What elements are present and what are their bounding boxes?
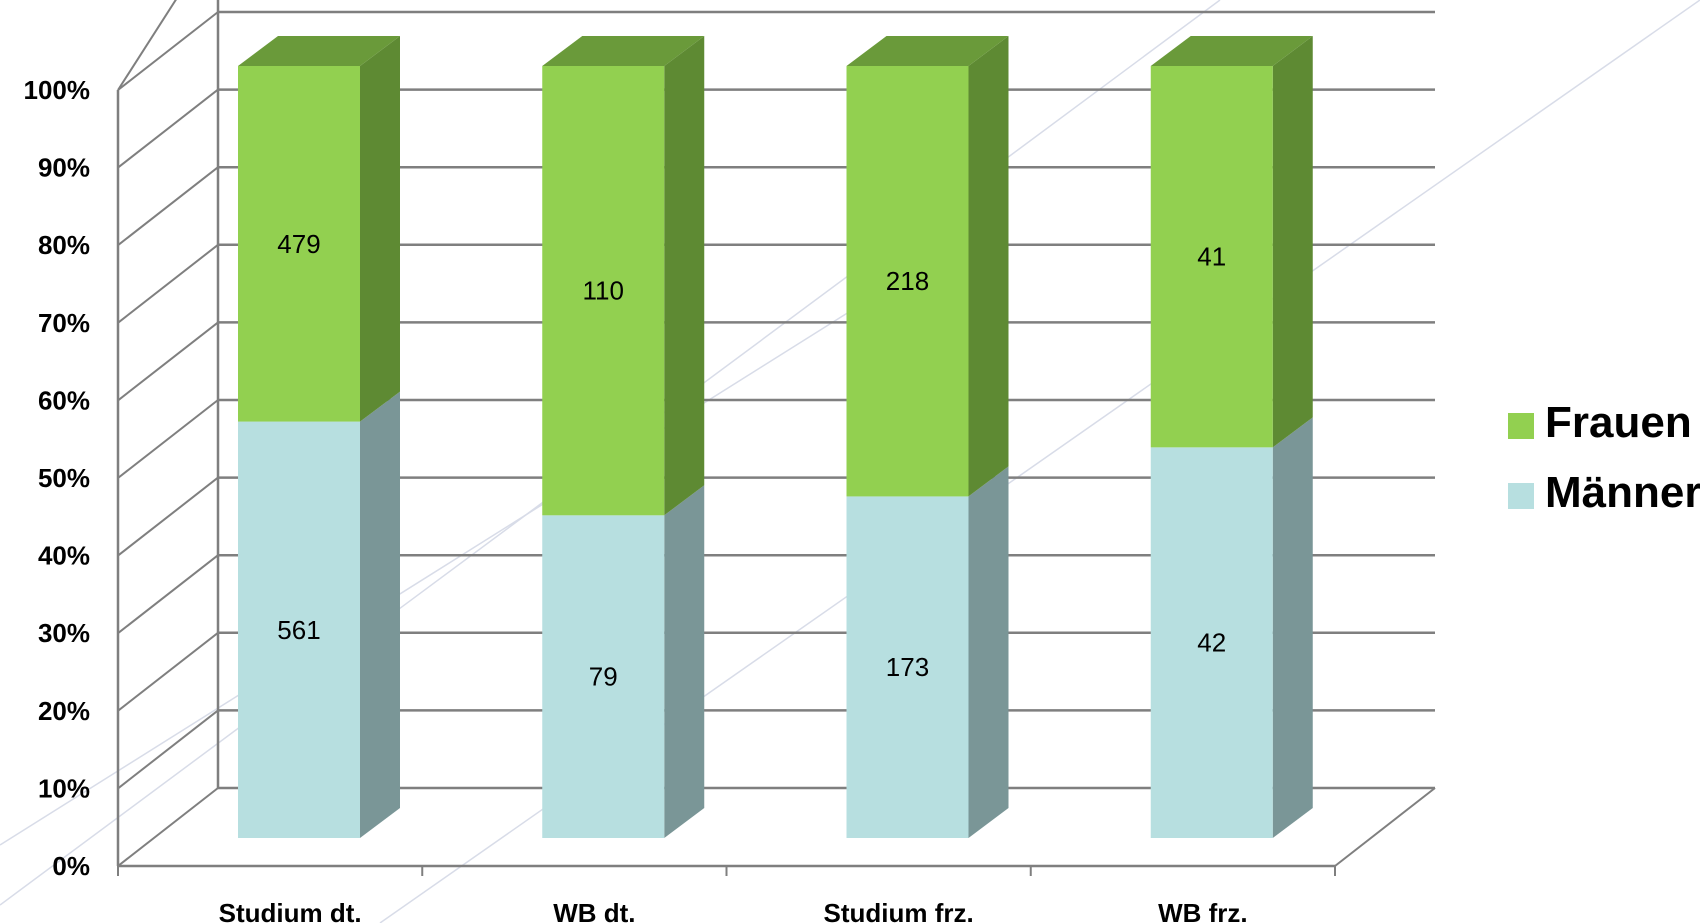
y-tick-label: 80%: [38, 230, 90, 260]
gridline-side: [117, 399, 219, 479]
bar-frauen-studium-dt: [238, 66, 360, 422]
y-tick-label: 10%: [38, 773, 90, 803]
gridline-side: [117, 11, 219, 91]
category-label-studium-frz: Studium frz.: [824, 898, 974, 923]
y-tick-label: 60%: [38, 385, 90, 415]
legend-label-m-nner: Männer: [1545, 468, 1700, 517]
bar-side-frauen-wb-dt: [664, 36, 705, 516]
y-tick-label: 50%: [38, 463, 90, 493]
y-tick-label: 20%: [38, 696, 90, 726]
axes: [116, 0, 1436, 876]
category-label-wb-dt: WB dt.: [553, 898, 635, 923]
data-label-m-nner-studium-dt: 561: [277, 615, 320, 645]
gridline-side: [117, 476, 219, 557]
bar-side-m-nner-studium-dt: [360, 391, 400, 838]
legend-label-frauen: Frauen: [1545, 398, 1692, 447]
gridline-side: [117, 787, 219, 867]
bar-side-m-nner-studium-frz: [968, 466, 1009, 838]
y-tick-label: 100%: [24, 75, 91, 105]
y-tick-label: 30%: [38, 618, 90, 648]
bar-side-m-nner-wb-dt: [664, 485, 705, 838]
data-label-frauen-wb-frz: 41: [1197, 242, 1226, 272]
data-label-frauen-studium-dt: 479: [277, 229, 320, 259]
y-tick-label: 40%: [38, 541, 90, 571]
y-tick-label: 90%: [38, 153, 90, 183]
category-label-studium-dt: Studium dt.: [219, 898, 362, 923]
side-wall-top: [117, 0, 177, 91]
category-label-wb-frz: WB frz.: [1158, 898, 1248, 923]
gridline-side: [117, 709, 219, 790]
gridline-side: [117, 88, 219, 169]
bar-side-m-nner-wb-frz: [1272, 417, 1313, 838]
bar-side-frauen-wb-frz: [1272, 36, 1313, 448]
legend-swatch-m-nner: [1508, 483, 1534, 509]
bar-m-nner-studium-frz: [846, 496, 969, 838]
legend: Frauen Männer: [1508, 398, 1700, 517]
bar-frauen-wb-dt: [542, 66, 665, 516]
gridline-side: [117, 632, 219, 712]
bar-m-nner-studium-dt: [238, 421, 360, 838]
y-tick-label: 0%: [52, 851, 90, 881]
gridline-side: [117, 166, 219, 246]
floor-right-edge: [1334, 787, 1436, 867]
gridline-side: [117, 554, 219, 634]
data-label-m-nner-studium-frz: 173: [886, 652, 929, 682]
bar-m-nner-wb-frz: [1150, 447, 1273, 838]
decor-line: [0, 279, 901, 846]
gridline-side: [117, 321, 219, 402]
gridline-side: [117, 244, 219, 324]
bar-top-frauen-studium-frz: [846, 36, 1009, 66]
bar-top-frauen-wb-dt: [542, 36, 705, 66]
data-label-frauen-studium-frz: 218: [886, 266, 929, 296]
data-labels: 561 479 79 110 173 218 42 41: [277, 229, 1226, 692]
data-label-m-nner-wb-dt: 79: [589, 662, 618, 692]
bar-top-frauen-wb-frz: [1150, 36, 1313, 66]
legend-swatch-frauen: [1508, 413, 1534, 439]
bar-m-nner-wb-dt: [542, 515, 665, 838]
bar-side-frauen-studium-dt: [360, 36, 400, 422]
category-labels: Studium dt. WB dt. Studium frz. WB frz.: [219, 898, 1248, 923]
y-tick-labels: 0% 10% 20% 30% 40% 50% 60% 70% 80% 90% 100%: [24, 75, 91, 881]
bar-side-frauen-studium-frz: [968, 36, 1009, 497]
bar-frauen-wb-frz: [1150, 66, 1273, 448]
data-label-m-nner-wb-frz: 42: [1197, 628, 1226, 658]
data-label-frauen-wb-dt: 110: [583, 276, 624, 306]
y-tick-label: 70%: [38, 308, 90, 338]
bar-frauen-studium-frz: [846, 66, 969, 497]
bars: [238, 36, 1313, 838]
bar-top-frauen-studium-dt: [238, 36, 400, 66]
